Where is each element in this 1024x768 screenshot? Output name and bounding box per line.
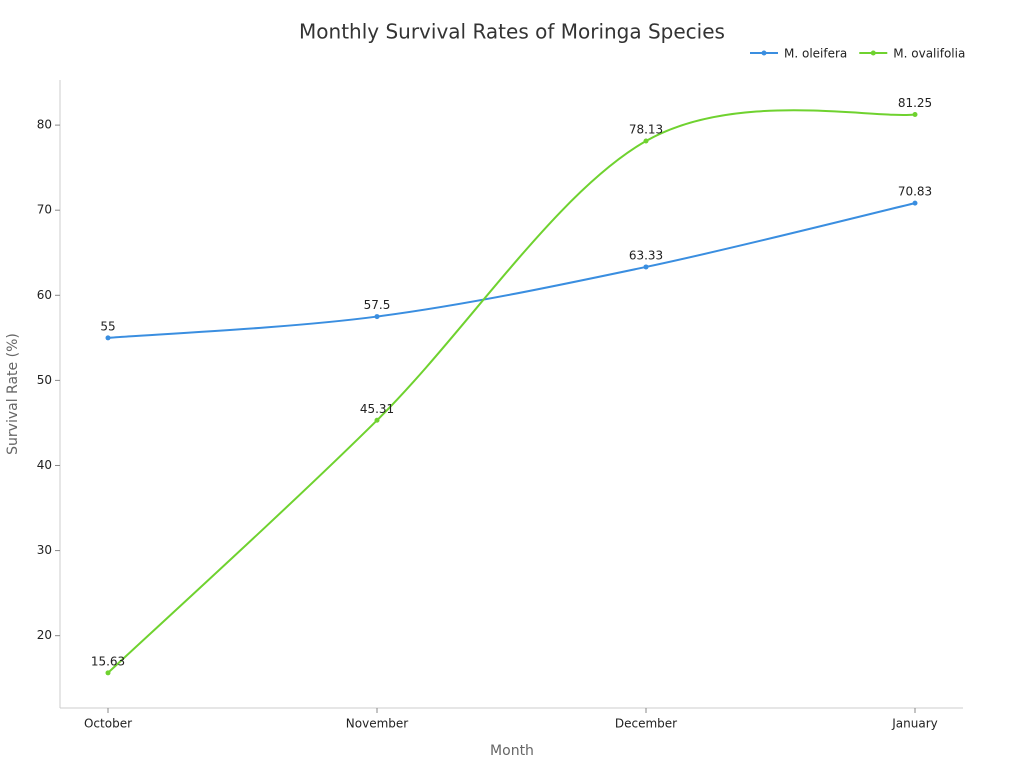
- legend-marker: [761, 50, 767, 56]
- data-point: [643, 264, 649, 270]
- y-tick-label: 80: [37, 118, 52, 132]
- legend-label: M. ovalifolia: [893, 47, 965, 61]
- y-tick-label: 30: [37, 543, 52, 557]
- data-point: [643, 138, 649, 144]
- data-label: 57.5: [364, 298, 391, 312]
- legend-marker: [870, 50, 876, 56]
- x-tick-label: November: [346, 717, 408, 731]
- x-tick-label: December: [615, 717, 677, 731]
- y-tick-label: 40: [37, 458, 52, 472]
- legend-label: M. oleifera: [784, 47, 847, 61]
- y-axis-title: Survival Rate (%): [5, 333, 21, 455]
- data-point: [105, 335, 111, 341]
- data-point: [105, 670, 111, 676]
- y-tick-label: 50: [37, 373, 52, 387]
- data-point: [374, 314, 380, 320]
- x-tick-label: January: [891, 717, 938, 731]
- data-label: 63.33: [629, 248, 663, 262]
- data-label: 81.25: [898, 96, 932, 110]
- data-point: [912, 111, 918, 117]
- data-label: 78.13: [629, 123, 663, 137]
- x-tick-label: October: [84, 717, 132, 731]
- chart-title: Monthly Survival Rates of Moringa Specie…: [299, 20, 725, 44]
- data-label: 70.83: [898, 185, 932, 199]
- series-line: [107, 109, 916, 674]
- data-label: 15.63: [91, 654, 125, 668]
- data-point: [912, 200, 918, 206]
- data-point: [374, 417, 380, 423]
- series-line: [107, 202, 916, 339]
- y-tick-label: 60: [37, 288, 52, 302]
- y-tick-label: 70: [37, 203, 52, 217]
- data-label: 55: [100, 319, 115, 333]
- x-axis-title: Month: [490, 743, 534, 759]
- y-tick-label: 20: [37, 628, 52, 642]
- data-label: 45.31: [360, 402, 394, 416]
